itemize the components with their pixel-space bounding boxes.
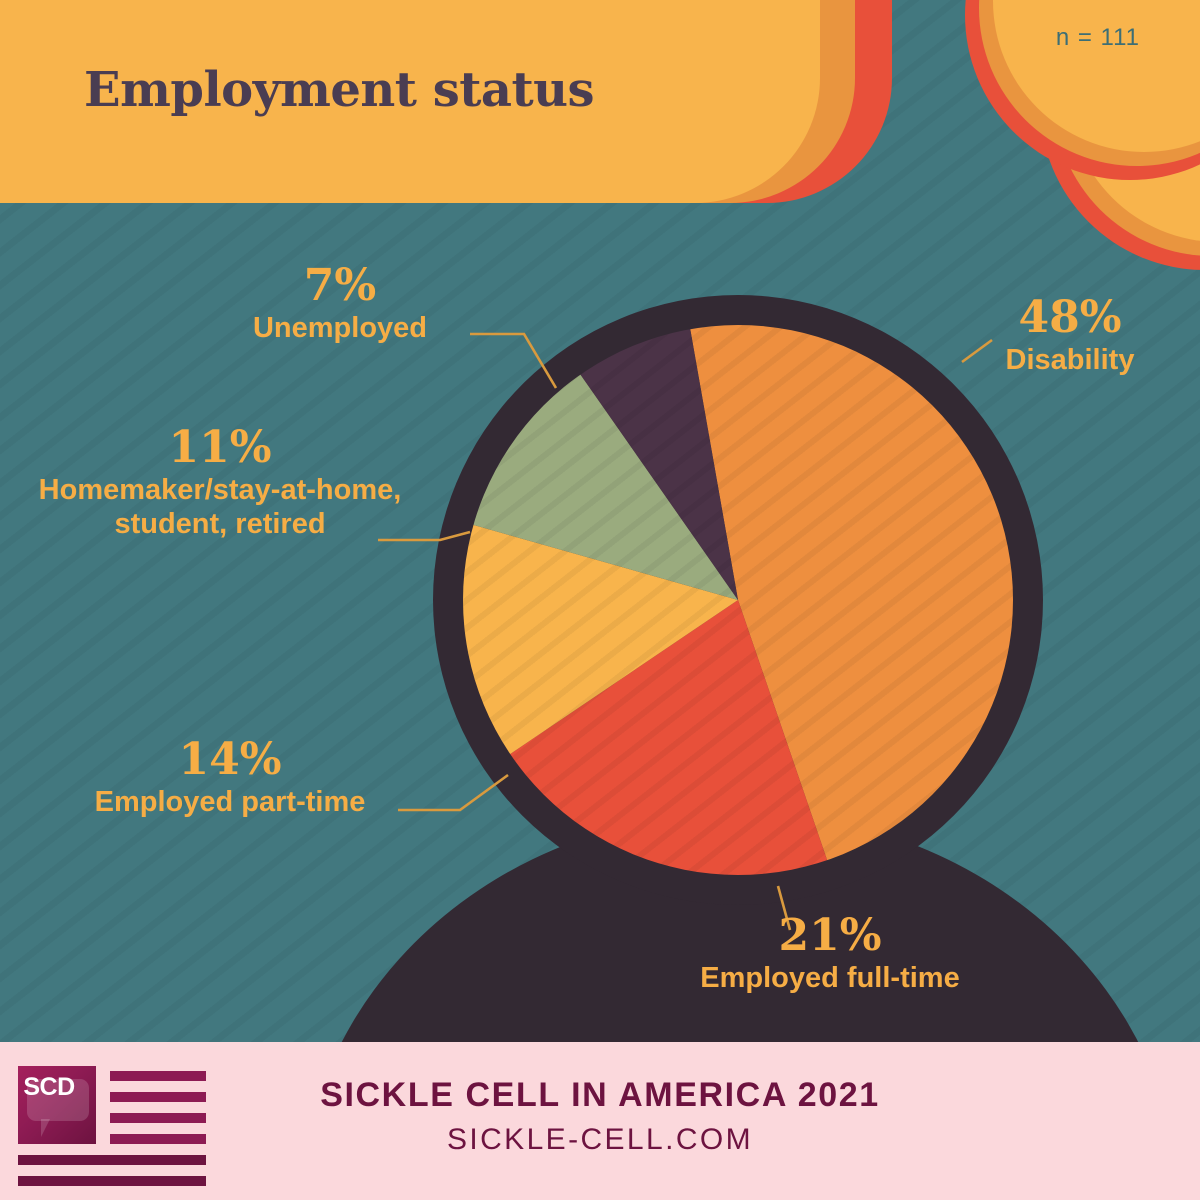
logo-stripe [110,1134,206,1144]
callout-disability-pct: 48% [1018,292,1122,343]
pie-slice-homemaker-stay-at-home-student-retired [472,373,738,600]
callout-parttime: 14% Employed part-time [60,738,400,820]
sample-size-annotation: n = 111 [1055,24,1140,51]
footer-url[interactable]: SICKLE-CELL.COM [446,1123,754,1156]
callout-parttime-pct: 14% [178,734,282,785]
logo-stripe [110,1113,206,1123]
callout-unemployed-label: Unemployed [252,312,428,344]
pie-slice-disability [690,325,1013,862]
pie-slice-unemployed [579,328,738,600]
logo-stripe [18,1176,206,1186]
speech-bubble-icon [27,1079,89,1137]
logo-canton: SCD [18,1066,96,1144]
scd-flag-logo: SCD [18,1066,228,1186]
pie-chart [463,325,1013,875]
logo-stripe [110,1071,206,1081]
banner-band-yellow [0,0,820,203]
callout-fulltime-label: Employed full-time [700,962,960,994]
pie-slice-employed-part-time [463,524,738,755]
callout-homemaker-pct: 11% [168,422,272,473]
callout-unemployed: 7% Unemployed [210,264,470,346]
callout-fulltime-pct: 21% [778,910,882,961]
callout-homemaker-label: Homemaker/stay-at-home, student, retired [38,474,402,540]
pie-slice-employed-full-time [509,600,828,875]
page-title: Employment status [84,62,595,118]
callout-homemaker: 11% Homemaker/stay-at-home, student, ret… [20,426,420,541]
footer-title: SICKLE CELL IN AMERICA 2021 [320,1076,880,1114]
footer-text-block: SICKLE CELL IN AMERICA 2021 SICKLE-CELL.… [0,1076,1200,1157]
callout-disability-label: Disability [1005,344,1135,376]
logo-stripe [110,1092,206,1102]
callout-unemployed-pct: 7% [303,260,377,311]
callout-disability: 48% Disability [975,296,1165,378]
callout-parttime-label: Employed part-time [94,786,366,818]
pie-slices [463,325,1013,875]
logo-scd-text: SCD [23,1072,75,1101]
logo-stripe [18,1155,206,1165]
footer-bar: SCD SICKLE CELL IN AMERICA 2021 SICKLE-C… [0,1042,1200,1200]
callout-fulltime: 21% Employed full-time [630,914,1030,996]
